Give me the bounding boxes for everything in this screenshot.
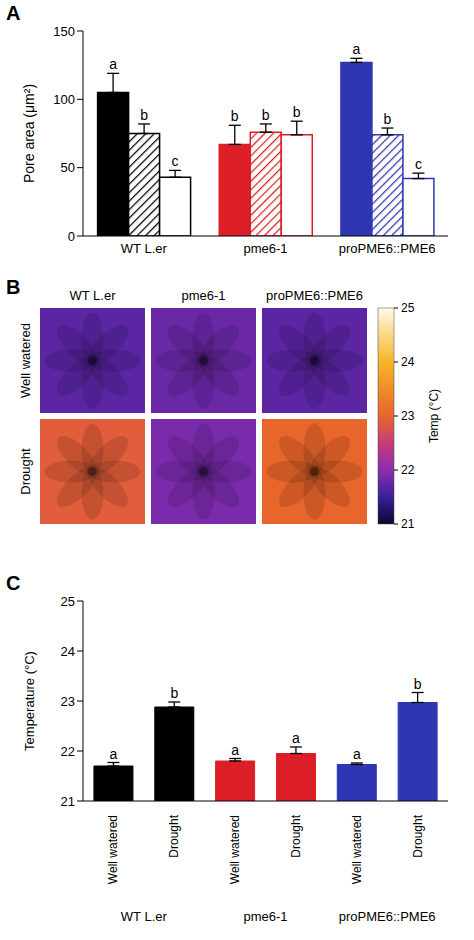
- svg-text:21: 21: [401, 517, 415, 531]
- svg-text:b: b: [231, 108, 239, 124]
- svg-text:Drought: Drought: [289, 814, 303, 857]
- svg-text:150: 150: [53, 24, 75, 39]
- svg-text:a: a: [231, 742, 239, 758]
- svg-text:23: 23: [401, 409, 415, 423]
- svg-text:c: c: [415, 156, 422, 172]
- svg-text:Drought: Drought: [411, 814, 425, 857]
- svg-text:0: 0: [68, 229, 75, 244]
- svg-text:Temp (°C): Temp (°C): [427, 389, 441, 443]
- svg-text:Drought: Drought: [167, 814, 181, 857]
- svg-text:24: 24: [61, 644, 75, 659]
- svg-text:b: b: [293, 104, 301, 120]
- svg-text:23: 23: [61, 694, 75, 709]
- svg-text:Well watered: Well watered: [228, 815, 242, 884]
- svg-text:Well watered: Well watered: [350, 815, 364, 884]
- svg-text:proPME6::PME6: proPME6::PME6: [339, 909, 436, 924]
- svg-text:Well watered: Well watered: [106, 815, 120, 884]
- svg-text:proPME6::PME6: proPME6::PME6: [339, 241, 436, 256]
- svg-text:pme6-1: pme6-1: [243, 909, 287, 924]
- svg-text:a: a: [110, 746, 118, 762]
- svg-text:WT L.er: WT L.er: [121, 909, 168, 924]
- svg-text:proPME6::PME6: proPME6::PME6: [266, 288, 363, 303]
- svg-text:25: 25: [61, 594, 75, 609]
- svg-text:pme6-1: pme6-1: [181, 288, 225, 303]
- svg-text:22: 22: [401, 463, 415, 477]
- svg-text:a: a: [109, 56, 117, 72]
- svg-text:a: a: [353, 41, 361, 57]
- svg-text:c: c: [172, 153, 179, 169]
- svg-text:a: a: [292, 730, 300, 746]
- svg-text:22: 22: [61, 744, 75, 759]
- svg-text:Pore area (μm²): Pore area (μm²): [21, 84, 37, 183]
- svg-text:a: a: [353, 746, 361, 762]
- svg-text:Well watered: Well watered: [18, 323, 33, 398]
- svg-text:WT L.er: WT L.er: [121, 241, 168, 256]
- svg-text:WT L.er: WT L.er: [70, 288, 117, 303]
- svg-text:50: 50: [61, 160, 75, 175]
- html-text:B: B: [6, 276, 21, 298]
- svg-text:Temperature (°C): Temperature (°C): [22, 651, 37, 751]
- html-text:C: C: [6, 572, 21, 594]
- svg-text:b: b: [262, 107, 270, 123]
- svg-text:b: b: [140, 107, 148, 123]
- svg-text:b: b: [384, 111, 392, 127]
- svg-text:b: b: [414, 676, 422, 692]
- svg-text:100: 100: [53, 92, 75, 107]
- svg-text:b: b: [170, 685, 178, 701]
- svg-text:21: 21: [61, 794, 75, 809]
- svg-text:pme6-1: pme6-1: [243, 241, 287, 256]
- svg-text:24: 24: [401, 355, 415, 369]
- html-text:A: A: [6, 2, 21, 24]
- svg-text:Drought: Drought: [18, 448, 33, 495]
- svg-text:25: 25: [401, 301, 415, 315]
